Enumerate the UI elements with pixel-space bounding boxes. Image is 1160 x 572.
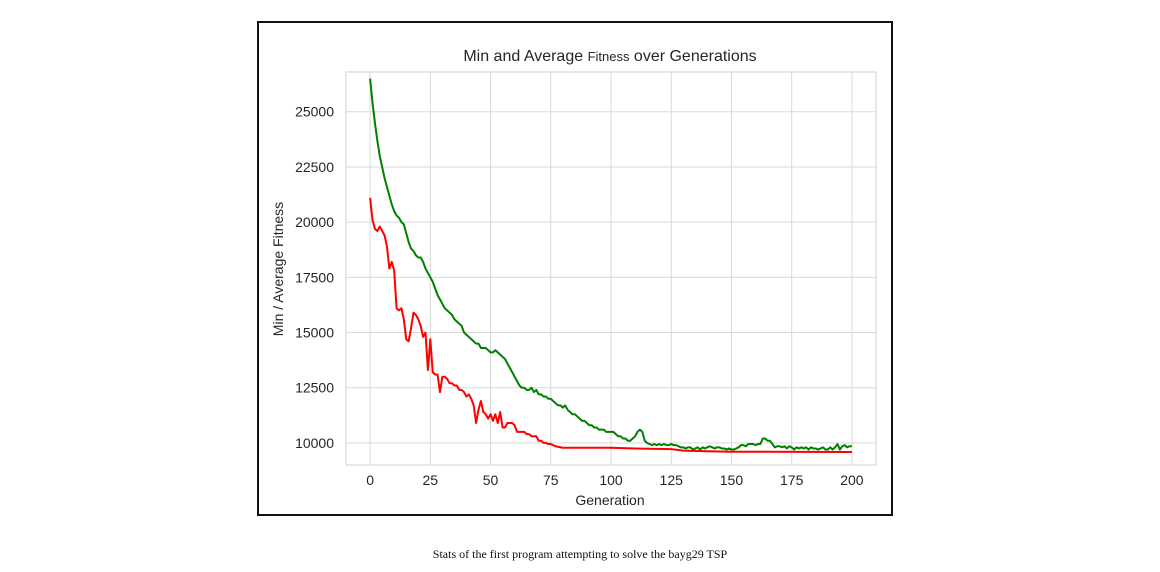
x-tick-label: 50: [483, 472, 499, 488]
x-tick-label: 25: [423, 472, 439, 488]
x-tick-label: 175: [780, 472, 804, 488]
y-axis-label: Min / Average Fitness: [270, 202, 286, 336]
chart-title-prefix: Min and Average: [463, 48, 587, 65]
y-tick-label: 20000: [295, 214, 334, 230]
x-tick-label: 75: [543, 472, 559, 488]
y-tick-label: 17500: [295, 269, 334, 285]
x-tick-label: 0: [366, 472, 374, 488]
y-tick-label: 22500: [295, 159, 334, 175]
x-tick-labels: 0 25 50 75 100 125 150 175 200: [366, 472, 864, 488]
y-tick-labels: 10000 12500 15000 17500 20000 22500 25000: [295, 104, 334, 451]
x-tick-label: 150: [720, 472, 744, 488]
line-chart: 0 25 50 75 100 125 150 175 200 10000 12500 15000 17…: [270, 48, 877, 508]
y-tick-label: 10000: [295, 435, 334, 451]
x-axis-label: Generation: [575, 492, 644, 508]
figure-frame: 0 25 50 75 100 125 150 175 200 10000 12500 15000 17…: [257, 21, 893, 516]
chart-title: Min and Average Fitness over Generations: [463, 48, 756, 65]
series-layer: [369, 78, 852, 453]
series-line-1: [369, 197, 852, 453]
x-tick-label: 125: [660, 472, 684, 488]
y-tick-label: 25000: [295, 104, 334, 120]
y-gridlines: [346, 111, 876, 444]
y-tick-label: 15000: [295, 325, 334, 341]
chart-title-suffix: over Generations: [629, 48, 756, 65]
x-tick-label: 200: [840, 472, 864, 488]
figure-caption: Stats of the first program attempting to…: [432, 547, 728, 561]
y-tick-label: 12500: [295, 380, 334, 396]
x-tick-label: 100: [599, 472, 623, 488]
series-line-2: [369, 78, 852, 451]
x-gridlines: [369, 72, 853, 465]
chart-title-fitness: Fitness: [588, 49, 630, 64]
